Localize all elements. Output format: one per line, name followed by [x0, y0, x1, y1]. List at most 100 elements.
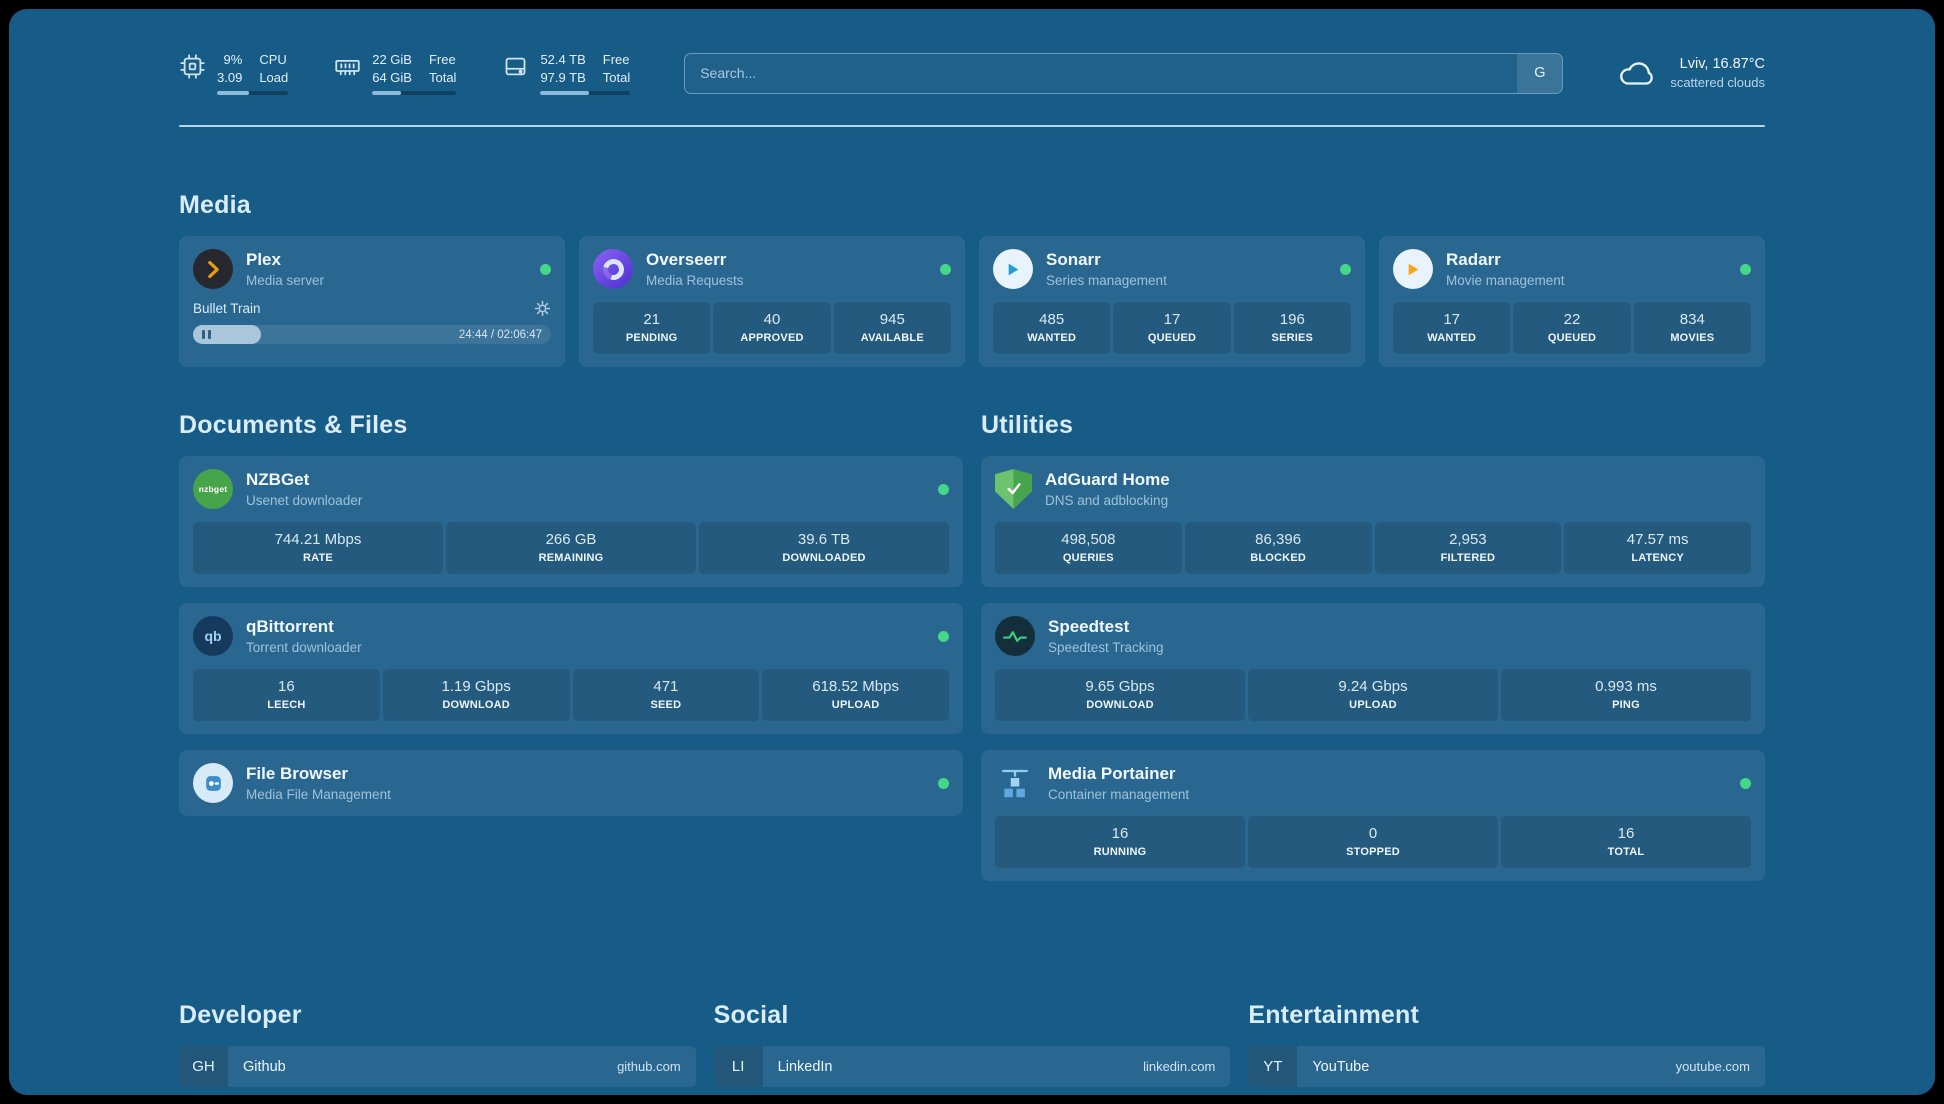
stat-value: 498,508 [1061, 531, 1116, 548]
stat-value: 485 [1039, 311, 1065, 328]
stat-tile: 47.57 ms LATENCY [1564, 522, 1751, 574]
gear-icon[interactable] [534, 300, 551, 317]
dashboard-content: 9% 3.09 CPU Load [9, 9, 1935, 1095]
status-dot-online [940, 263, 951, 275]
portainer-icon [995, 763, 1035, 803]
service-card-radarr[interactable]: Radarr Movie management 17 WANTED 22 QUE… [1379, 236, 1765, 367]
bookmark-abbr: GH [179, 1046, 228, 1087]
bookmark-abbr: LI [713, 1046, 763, 1087]
disk-total-label: Total [602, 69, 631, 85]
memory-progress-fill [372, 91, 401, 96]
bookmark-abbr: YT [1248, 1046, 1298, 1087]
stat-value: 0 [1368, 825, 1378, 842]
search-provider-button[interactable]: G [1517, 53, 1563, 93]
stat-tile: 39.6 TB DOWNLOADED [699, 522, 949, 574]
stat-value: 40 [763, 311, 781, 328]
service-card-plex[interactable]: Plex Media server Bullet Train [179, 236, 565, 367]
stat-value: 17 [1443, 311, 1460, 328]
bookmark-name: LinkedIn [777, 1058, 833, 1075]
utilities-column: Utilities AdGuard Home DNS and adblockin… [981, 411, 1765, 881]
bookmark-url: linkedin.com [1143, 1059, 1216, 1074]
stat-value: 16 [1617, 825, 1635, 842]
stat-label: TOTAL [1607, 846, 1645, 858]
stat-value: 39.6 TB [797, 531, 851, 548]
service-name: Radarr [1446, 250, 1501, 269]
radarr-icon [1393, 249, 1433, 289]
stat-label: PENDING [625, 332, 678, 344]
cpu-load-label: Load [259, 69, 289, 85]
bookmark-url: youtube.com [1675, 1059, 1750, 1074]
service-name: qBittorrent [246, 617, 334, 636]
weather-location-temp: Lviv, 16.87°C [1679, 56, 1765, 72]
stat-value: 9.65 Gbps [1085, 678, 1155, 695]
stat-label: APPROVED [740, 332, 804, 344]
service-name: AdGuard Home [1045, 470, 1170, 489]
stat-label: LATENCY [1631, 552, 1684, 564]
stat-value: 1.19 Gbps [441, 678, 511, 695]
cpu-icon [179, 53, 206, 80]
service-subtitle: Media File Management [246, 787, 391, 802]
pause-icon [202, 330, 205, 339]
plex-icon [193, 249, 233, 289]
stat-value: 9.24 Gbps [1338, 678, 1408, 695]
service-card-filebrowser[interactable]: File Browser Media File Management [179, 750, 963, 816]
service-card-adguard[interactable]: AdGuard Home DNS and adblocking 498,508 … [981, 456, 1765, 587]
disk-free: 52.4 TB [540, 51, 586, 67]
status-dot-online [1340, 263, 1351, 275]
stat-label: WANTED [1427, 332, 1477, 344]
media-card-row: Plex Media server Bullet Train [179, 236, 1765, 367]
dashboard: 9% 3.09 CPU Load [9, 9, 1935, 1095]
bookmarks: Developer GH Github github.com SO StackO… [179, 937, 1765, 1095]
service-name: Speedtest [1048, 617, 1130, 636]
service-subtitle: Series management [1046, 273, 1167, 288]
service-subtitle: Movie management [1446, 273, 1565, 288]
stat-label: QUEUED [1147, 332, 1197, 344]
disk-progress-track [540, 91, 631, 96]
status-dot-online [540, 263, 551, 275]
stat-label: UPLOAD [1349, 699, 1397, 711]
service-name: File Browser [246, 764, 349, 783]
stat-label: QUEUED [1547, 332, 1597, 344]
playback-time: 24:44 / 02:06:47 [458, 328, 542, 341]
resource-widgets: 9% 3.09 CPU Load [179, 51, 631, 96]
topbar-divider [179, 125, 1765, 127]
sonarr-icon [993, 249, 1033, 289]
service-card-sonarr[interactable]: Sonarr Series management 485 WANTED 17 Q… [979, 236, 1365, 367]
service-card-nzbget[interactable]: nzbget NZBGet Usenet downloader 744.21 M… [179, 456, 963, 587]
stat-label: AVAILABLE [860, 332, 924, 344]
status-dot-online [938, 777, 949, 789]
stat-tile: 17 QUEUED [1113, 302, 1231, 354]
search-input[interactable] [685, 53, 1518, 93]
stat-tile: 834 MOVIES [1633, 302, 1751, 354]
service-subtitle: Media server [246, 273, 325, 288]
service-card-qbittorrent[interactable]: qb qBittorrent Torrent downloader 16 LEE… [179, 603, 963, 734]
stat-value: 945 [879, 311, 905, 328]
service-subtitle: Media Requests [646, 273, 744, 288]
memory-free-label: Free [428, 51, 456, 67]
memory-progress-track [372, 91, 457, 96]
stat-value: 196 [1279, 311, 1305, 328]
adguard-icon [995, 469, 1032, 509]
bookmark-linkedin[interactable]: LI LinkedIn linkedin.com [713, 1046, 1231, 1087]
service-card-portainer[interactable]: Media Portainer Container management 16 … [981, 750, 1765, 881]
stat-value: 2,953 [1449, 531, 1487, 548]
weather-condition: scattered clouds [1670, 75, 1765, 90]
stat-value: 17 [1163, 311, 1181, 328]
stat-label: BLOCKED [1250, 552, 1307, 564]
bookmark-github[interactable]: GH Github github.com [179, 1046, 696, 1087]
cpu-label: CPU [259, 51, 287, 67]
stat-tile: 2,953 FILTERED [1374, 522, 1562, 574]
disk-free-label: Free [602, 51, 630, 67]
stat-tile: 17 WANTED [1393, 302, 1511, 354]
memory-widget: 22 GiB 64 GiB Free Total [334, 51, 457, 96]
section-title-documents: Documents & Files [179, 411, 408, 439]
stat-value: 266 GB [545, 531, 597, 548]
bookmark-youtube[interactable]: YT YouTube youtube.com [1248, 1046, 1765, 1087]
service-card-speedtest[interactable]: Speedtest Speedtest Tracking 9.65 Gbps D… [981, 603, 1765, 734]
service-card-overseerr[interactable]: Overseerr Media Requests 21 PENDING 40 A… [579, 236, 965, 367]
service-name: Overseerr [646, 250, 727, 269]
stat-tile: 196 SERIES [1233, 302, 1351, 354]
pause-button[interactable] [193, 325, 262, 344]
stat-label: MOVIES [1670, 332, 1715, 344]
stat-label: RATE [303, 552, 333, 564]
